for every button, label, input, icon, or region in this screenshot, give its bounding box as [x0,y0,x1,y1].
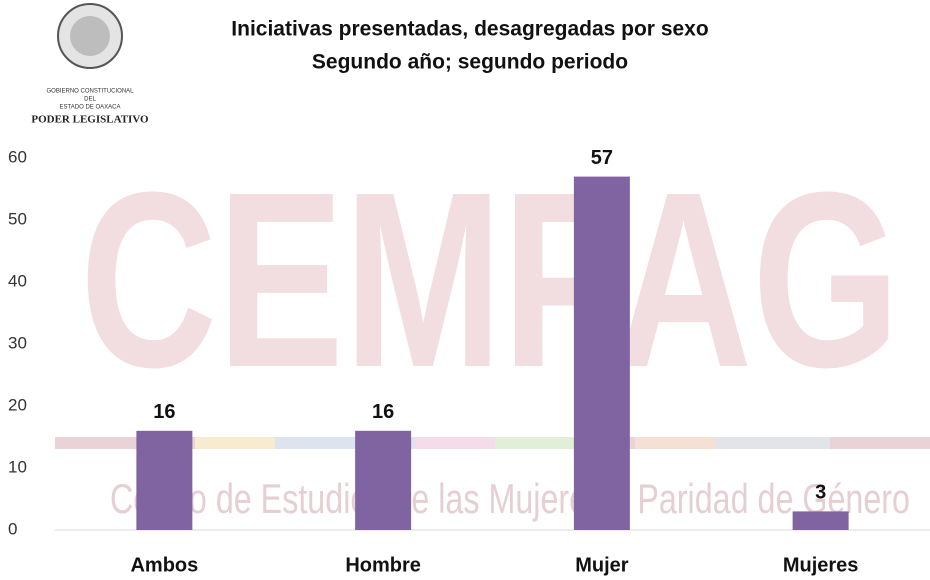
bar [136,430,193,530]
watermark-letters: CEMPAG [80,140,900,419]
watermark-stripe [635,437,715,449]
x-tick-label: Mujeres [783,554,859,576]
y-tick-label: 40 [8,271,27,290]
data-label: 3 [815,482,826,504]
bar [355,430,412,530]
watermark: CEMPAG Centro de Estudios de las Mujeres… [55,140,930,522]
chart-subtitle: Segundo año; segundo periodo [312,51,628,74]
logo-text: ESTADO DE OAXACA [60,105,121,111]
data-label: 16 [153,401,175,423]
bar [792,511,849,530]
x-tick-label: Mujer [575,554,629,576]
y-tick-label: 10 [8,457,27,476]
logo-title: PODER LEGISLATIVO [31,114,149,126]
watermark-stripe [715,437,830,449]
watermark-stripe [195,437,275,449]
data-label: 16 [372,401,394,423]
bar [573,176,630,530]
y-tick-label: 30 [8,333,27,352]
watermark-text: Centro de Estudios de las Mujeres y Pari… [110,475,910,522]
watermark-stripe [495,437,575,449]
x-tick-label: Ambos [130,554,198,576]
y-tick-label: 0 [8,519,17,538]
chart-title: Iniciativas presentadas, desagregadas po… [231,18,708,41]
watermark-stripe [415,437,495,449]
y-tick-label: 20 [8,395,27,414]
y-tick-label: 60 [8,147,27,166]
data-label: 57 [591,147,613,169]
logo-seal-inner [70,16,110,56]
logo: GOBIERNO CONSTITUCIONAL DEL ESTADO DE OA… [31,3,149,126]
x-tick-label: Hombre [345,554,421,576]
logo-text: DEL [84,97,96,103]
y-tick-label: 50 [8,209,27,228]
logo-text: GOBIERNO CONSTITUCIONAL [46,89,134,95]
